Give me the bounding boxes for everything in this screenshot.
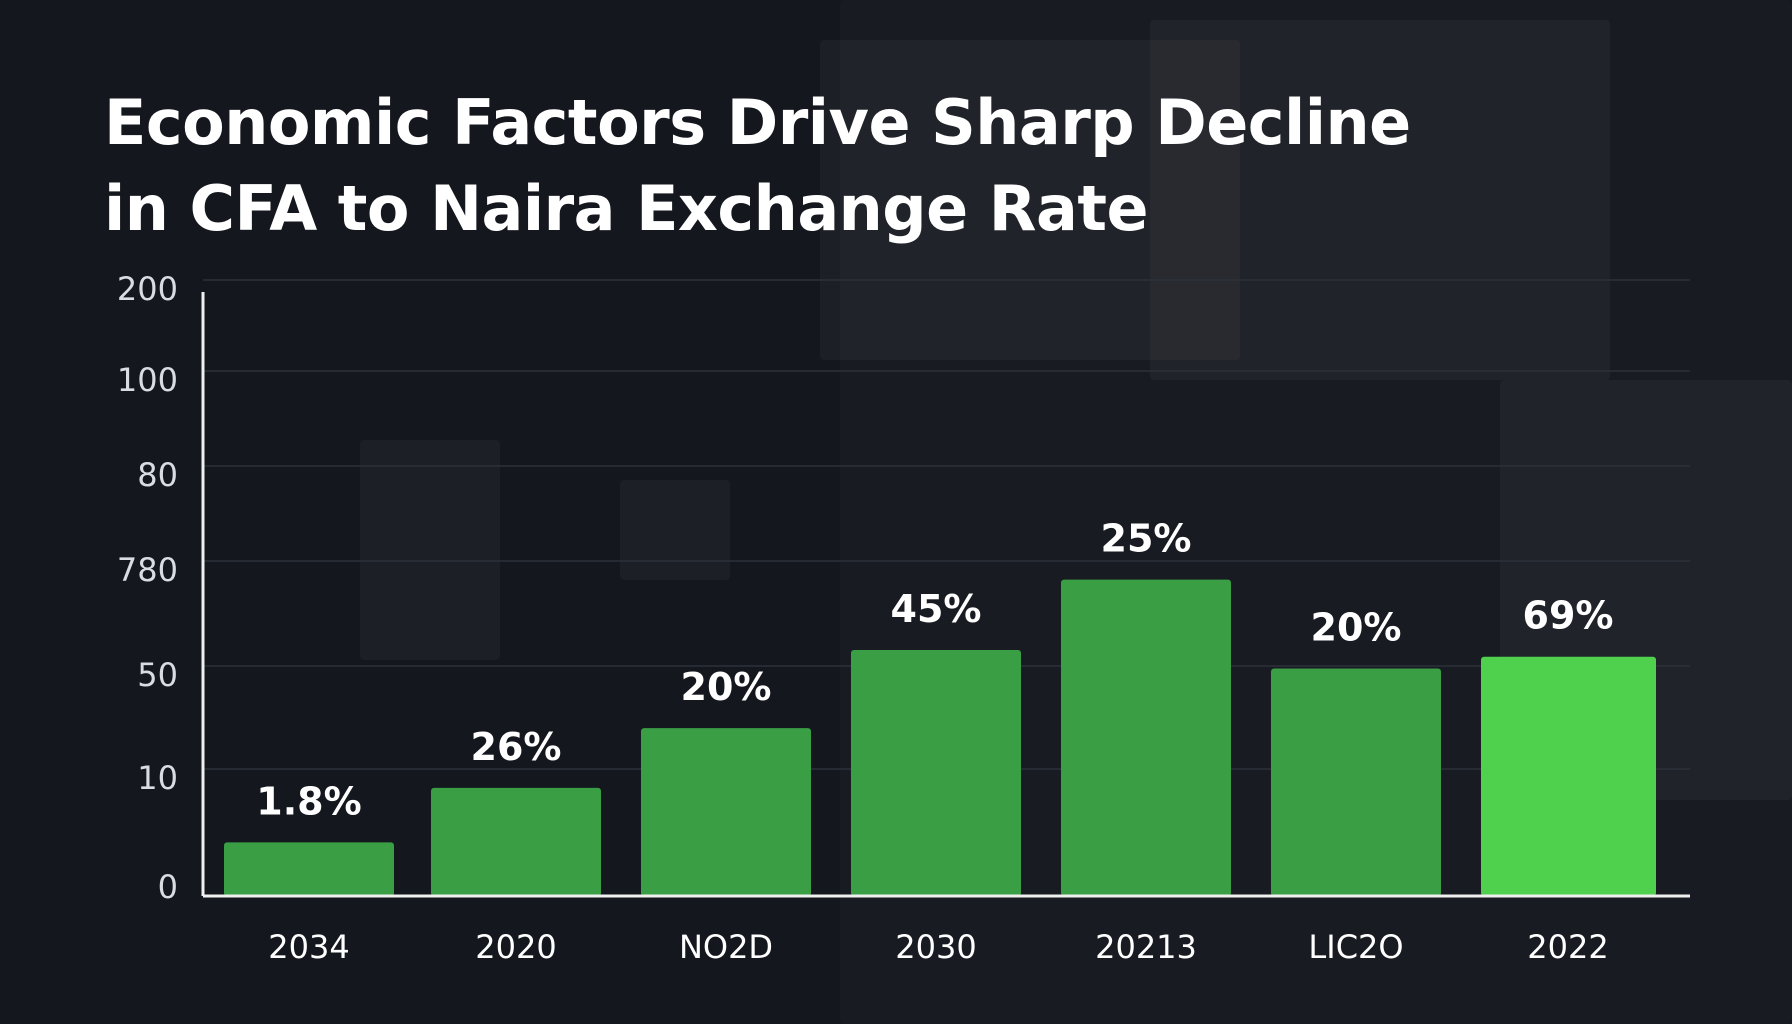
data-label: 45% xyxy=(891,587,982,631)
y-tick-label: 0 xyxy=(158,868,178,906)
y-tick-label: 50 xyxy=(137,656,178,694)
x-tick-label: 2034 xyxy=(268,928,349,966)
bar xyxy=(1061,579,1231,896)
bar xyxy=(224,842,394,896)
data-label: 1.8% xyxy=(256,779,361,823)
data-label: 20% xyxy=(1311,606,1402,650)
chart-title-line-1: Economic Factors Drive Sharp Decline xyxy=(104,86,1411,159)
x-tick-label: 20213 xyxy=(1095,928,1197,966)
data-label: 26% xyxy=(471,725,562,769)
y-tick-label: 100 xyxy=(117,361,178,399)
y-tick-label: 780 xyxy=(117,551,178,589)
x-tick-label: 2020 xyxy=(475,928,556,966)
data-label: 25% xyxy=(1101,517,1192,561)
x-tick-label: NO2D xyxy=(679,928,773,966)
bar xyxy=(641,728,811,896)
y-tick-label: 80 xyxy=(137,456,178,494)
data-label: 69% xyxy=(1523,594,1614,638)
bar xyxy=(1481,656,1656,896)
bar xyxy=(851,649,1021,896)
x-tick-label: LIC2O xyxy=(1308,928,1403,966)
chart-title-line-2: in CFA to Naira Exchange Rate xyxy=(104,172,1149,245)
x-tick-label: 2030 xyxy=(895,928,976,966)
y-tick-label: 200 xyxy=(117,270,178,308)
bar xyxy=(1271,668,1441,896)
y-tick-label: 10 xyxy=(137,759,178,797)
chart-title: Economic Factors Drive Sharp Decline in … xyxy=(104,80,1411,252)
bar xyxy=(431,787,601,896)
data-label: 20% xyxy=(681,665,772,709)
x-tick-label: 2022 xyxy=(1527,928,1608,966)
